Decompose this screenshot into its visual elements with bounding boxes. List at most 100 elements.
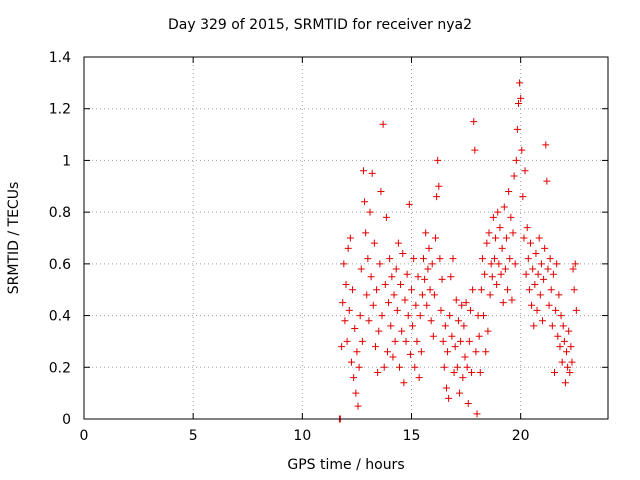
- data-point: [526, 239, 534, 247]
- data-point: [338, 343, 346, 351]
- data-point: [356, 312, 364, 320]
- data-point: [385, 299, 393, 307]
- x-tick-label: 20: [512, 428, 530, 444]
- data-point: [494, 208, 502, 216]
- data-point: [572, 306, 580, 314]
- data-point: [362, 229, 370, 237]
- data-point: [470, 118, 478, 126]
- data-point: [518, 146, 526, 154]
- data-point: [380, 363, 388, 371]
- data-point: [501, 265, 509, 273]
- data-point: [559, 322, 567, 330]
- data-point: [496, 224, 504, 232]
- data-point: [342, 281, 350, 289]
- data-point: [542, 141, 550, 149]
- y-tick-label: 0.6: [49, 257, 71, 273]
- data-point: [345, 306, 353, 314]
- data-point: [541, 244, 549, 252]
- data-point: [519, 193, 527, 201]
- data-point: [539, 317, 546, 325]
- data-point: [485, 229, 493, 237]
- data-point: [487, 260, 495, 268]
- data-point: [498, 244, 506, 252]
- data-point: [386, 255, 394, 263]
- y-tick-label: 0.4: [49, 309, 71, 325]
- data-point: [565, 327, 573, 335]
- data-point: [355, 363, 363, 371]
- x-tick-label: 15: [403, 428, 421, 444]
- data-point: [451, 343, 459, 351]
- data-point: [512, 156, 520, 164]
- data-point: [365, 317, 373, 325]
- data-point: [486, 291, 494, 299]
- data-point: [447, 273, 455, 281]
- data-point: [508, 296, 516, 304]
- data-point: [488, 273, 496, 281]
- data-point: [388, 273, 396, 281]
- data-point: [525, 286, 533, 294]
- data-point: [499, 299, 507, 307]
- data-point: [420, 255, 428, 263]
- data-point: [343, 337, 351, 345]
- data-point: [371, 343, 379, 351]
- data-point: [373, 286, 381, 294]
- data-point: [546, 255, 554, 263]
- data-point: [452, 296, 460, 304]
- data-point: [449, 255, 457, 263]
- data-point: [460, 322, 468, 330]
- data-point: [405, 200, 413, 208]
- data-point: [568, 358, 576, 366]
- data-point: [545, 301, 553, 309]
- plot-frame: [83, 56, 609, 420]
- data-point: [421, 275, 429, 283]
- data-point: [402, 337, 410, 345]
- data-point: [495, 260, 503, 268]
- data-point: [468, 368, 476, 376]
- data-point: [570, 286, 578, 294]
- data-point: [531, 281, 539, 289]
- data-point: [434, 156, 442, 164]
- data-point: [428, 260, 436, 268]
- data-point: [397, 281, 405, 289]
- data-point: [523, 224, 531, 232]
- data-point: [543, 177, 551, 185]
- data-point: [557, 312, 565, 320]
- data-point: [410, 255, 418, 263]
- data-point: [547, 286, 555, 294]
- data-point: [481, 270, 489, 278]
- x-tick-label: 0: [80, 428, 89, 444]
- data-point: [361, 198, 369, 206]
- data-point: [516, 79, 524, 87]
- data-point: [349, 286, 357, 294]
- data-point: [555, 291, 563, 299]
- data-point: [473, 410, 481, 418]
- data-point: [398, 327, 406, 335]
- data-point: [391, 337, 399, 345]
- data-point: [504, 286, 512, 294]
- data-point: [395, 363, 403, 371]
- data-point: [558, 358, 566, 366]
- data-point: [551, 368, 559, 376]
- data-point: [459, 374, 467, 382]
- data-point: [469, 286, 477, 294]
- data-point: [476, 368, 484, 376]
- data-point: [350, 374, 358, 382]
- data-point: [472, 348, 480, 356]
- data-point: [433, 193, 441, 201]
- data-point: [347, 358, 355, 366]
- data-point: [569, 265, 577, 273]
- data-point: [387, 322, 395, 330]
- data-point: [432, 234, 440, 242]
- data-point: [514, 100, 522, 108]
- data-point: [378, 312, 386, 320]
- data-point: [440, 363, 448, 371]
- data-point: [530, 322, 538, 330]
- data-point: [352, 389, 360, 397]
- y-tick-label: 1.4: [49, 50, 71, 66]
- data-point: [556, 343, 564, 351]
- data-point: [489, 213, 497, 221]
- data-points: [335, 79, 580, 423]
- data-point: [478, 255, 486, 263]
- data-point: [377, 187, 385, 195]
